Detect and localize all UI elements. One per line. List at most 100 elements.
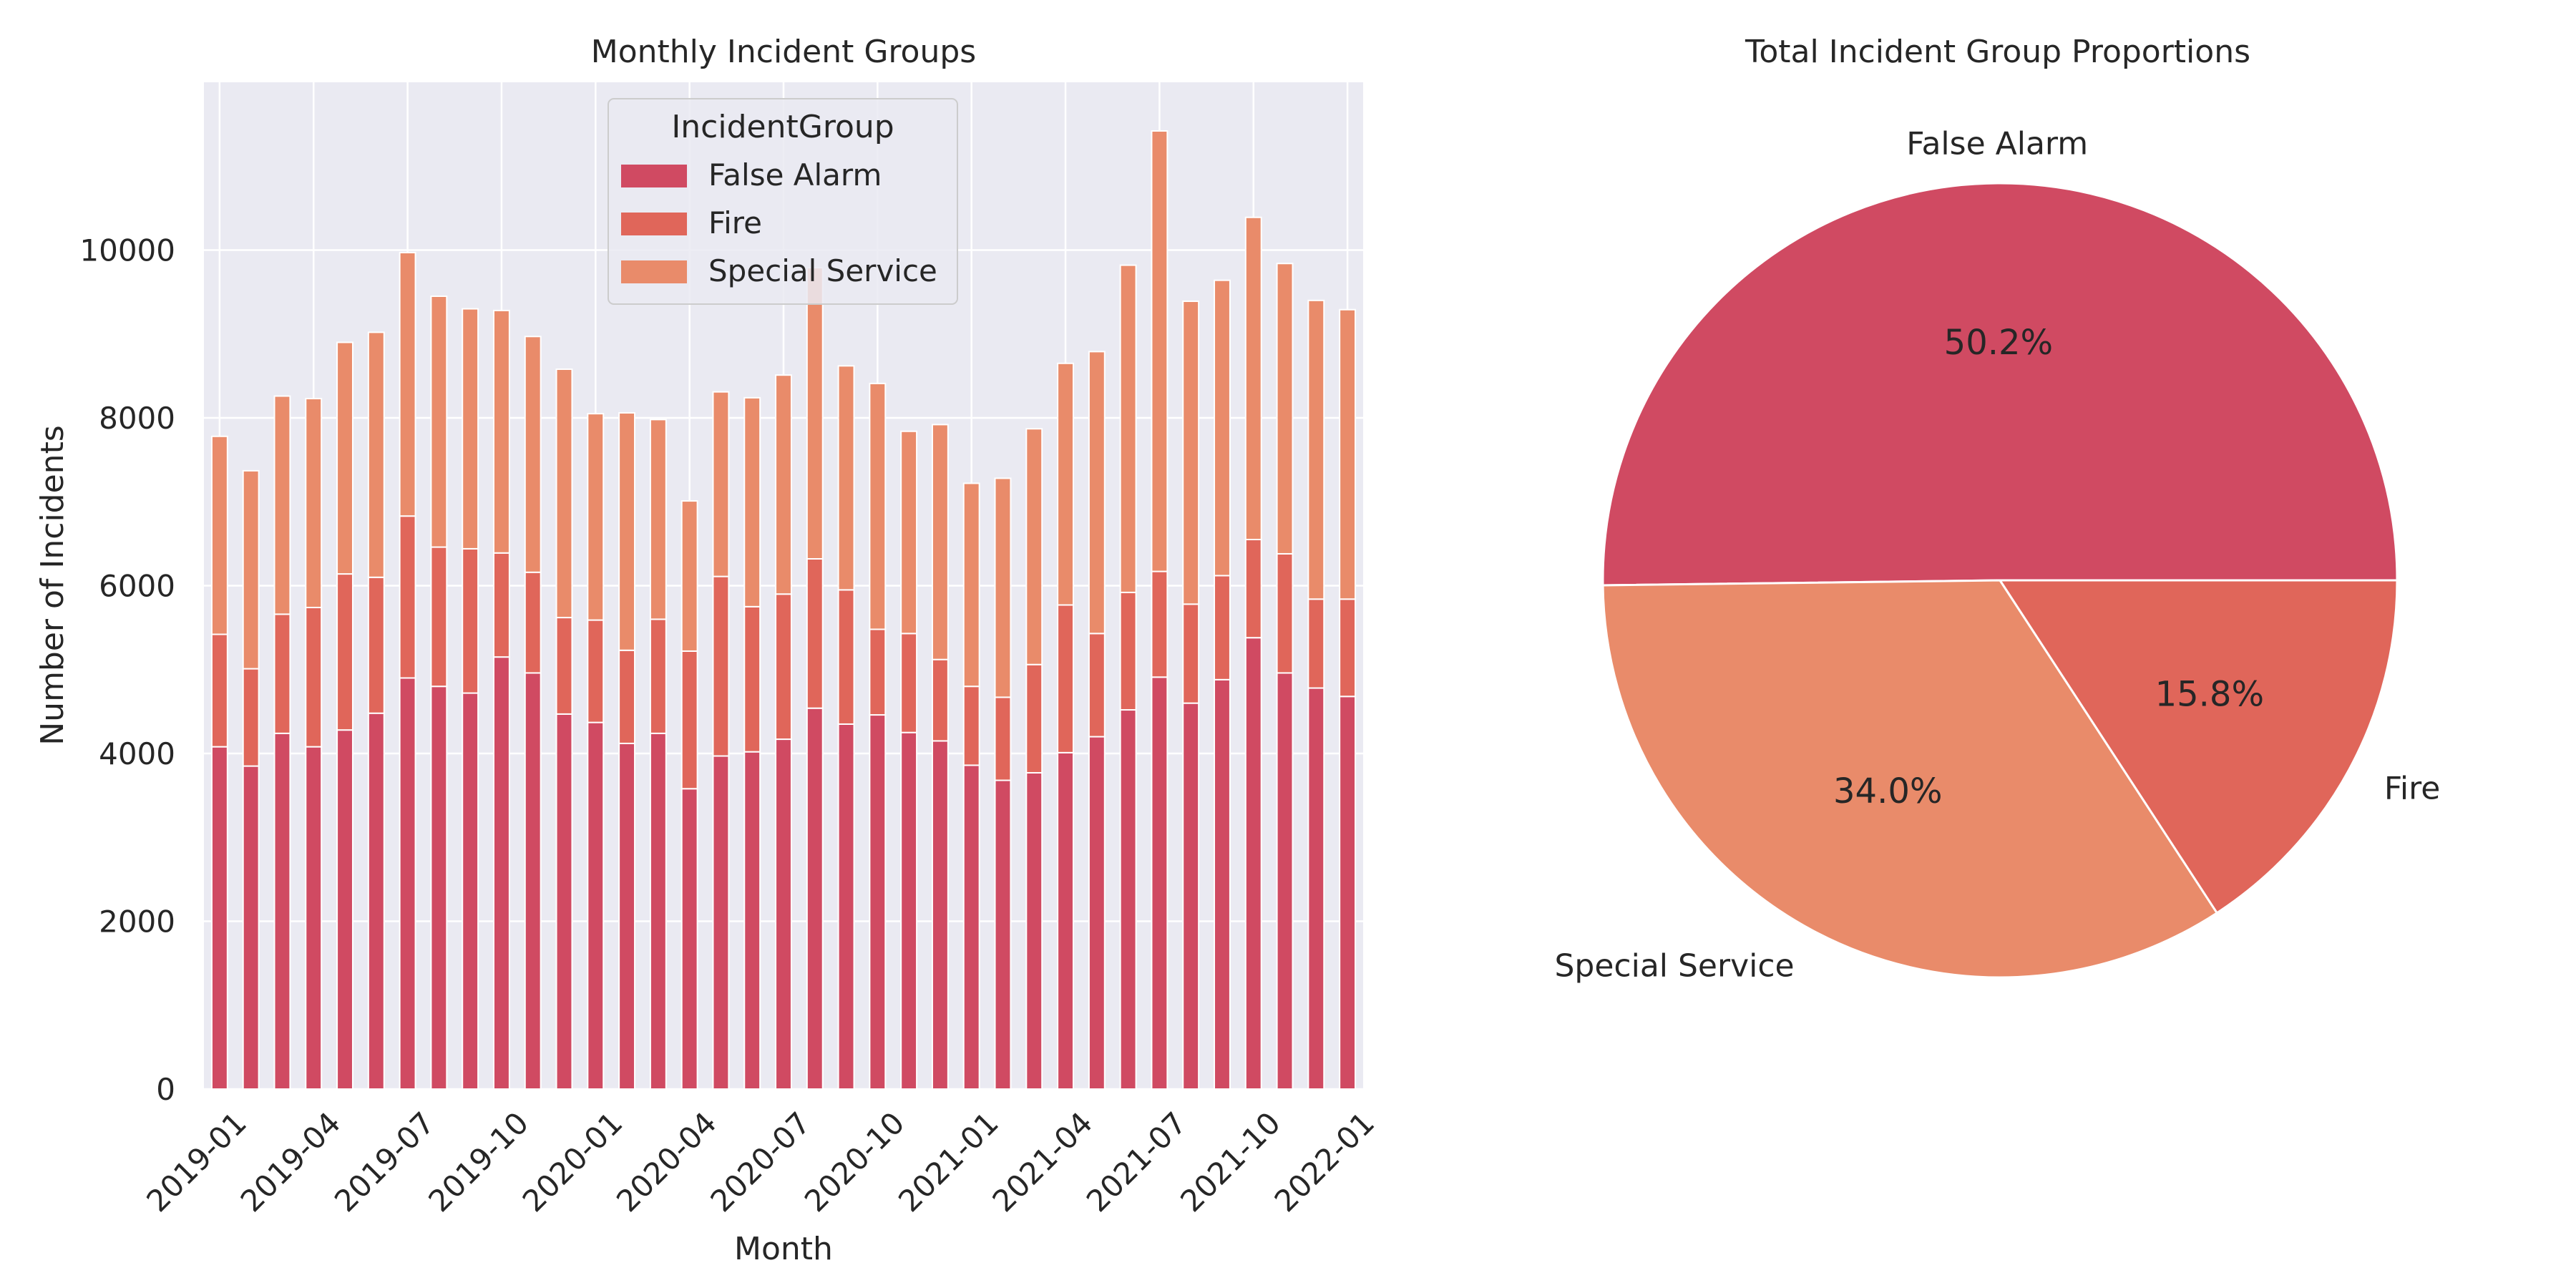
x-tick-label: 2022-01 bbox=[1267, 1105, 1381, 1219]
legend-swatch bbox=[621, 213, 687, 235]
bar-segment-false-alarm bbox=[1025, 771, 1043, 1091]
pie-percent-label: 50.2% bbox=[1944, 323, 2053, 363]
bar-segment-fire bbox=[273, 613, 291, 734]
bar-segment-fire bbox=[1151, 570, 1169, 678]
legend-label: Fire bbox=[708, 205, 762, 240]
bar-segment-special-service bbox=[1088, 351, 1106, 635]
y-tick-label: 10000 bbox=[79, 233, 175, 268]
bar-segment-false-alarm bbox=[1244, 637, 1262, 1090]
x-tick-label: 2021-01 bbox=[892, 1105, 1005, 1219]
bar-segment-false-alarm bbox=[743, 751, 761, 1091]
bar-segment-false-alarm bbox=[210, 746, 228, 1090]
bar-segment-fire bbox=[618, 649, 636, 744]
x-tick-label: 2019-01 bbox=[140, 1105, 253, 1219]
bar-segment-special-service bbox=[1244, 216, 1262, 541]
bar-segment-special-service bbox=[524, 336, 542, 573]
bar-segment-fire bbox=[1182, 603, 1200, 704]
legend-title: IncidentGroup bbox=[671, 109, 894, 145]
bar-segment-fire bbox=[493, 552, 510, 658]
bar-segment-false-alarm bbox=[555, 713, 573, 1090]
bar-segment-special-service bbox=[305, 398, 323, 608]
pie-slices bbox=[1601, 182, 2399, 979]
bar-segment-false-alarm bbox=[273, 732, 291, 1090]
y-tick-label: 2000 bbox=[99, 904, 175, 940]
bar-segment-false-alarm bbox=[775, 738, 792, 1090]
bar-segment-false-alarm bbox=[1214, 678, 1231, 1090]
bar-segment-fire bbox=[869, 628, 887, 716]
bar-segment-special-service bbox=[587, 413, 605, 621]
bar-segment-false-alarm bbox=[649, 732, 667, 1090]
bar-segment-fire bbox=[1057, 604, 1075, 753]
bar-segment-fire bbox=[806, 557, 824, 709]
bar-segment-special-service bbox=[962, 482, 980, 688]
x-axis-label: Month bbox=[734, 1231, 833, 1267]
bar-segment-special-service bbox=[806, 267, 824, 560]
bar-segment-false-alarm bbox=[869, 714, 887, 1090]
bar-segment-special-service bbox=[242, 469, 260, 670]
bar-segment-special-service bbox=[618, 411, 636, 651]
bar-segment-special-service bbox=[1119, 264, 1137, 593]
bar-segment-special-service bbox=[430, 295, 448, 548]
bar-segment-false-alarm bbox=[680, 788, 698, 1090]
bar-segment-false-alarm bbox=[1307, 687, 1325, 1090]
bar-segment-false-alarm bbox=[430, 686, 448, 1090]
x-tick-label: 2020-04 bbox=[610, 1105, 723, 1219]
pie-slice-label: False Alarm bbox=[1906, 126, 2088, 162]
bar-segment-false-alarm bbox=[962, 764, 980, 1091]
y-tick-label: 4000 bbox=[99, 736, 175, 771]
bar-segment-fire bbox=[430, 546, 448, 688]
bar-segment-false-alarm bbox=[1339, 696, 1357, 1090]
x-tick-label: 2021-10 bbox=[1174, 1105, 1287, 1219]
bar-segment-fire bbox=[743, 605, 761, 753]
legend-swatch bbox=[621, 165, 687, 187]
bar-segment-special-service bbox=[712, 391, 730, 577]
bar-segment-false-alarm bbox=[242, 765, 260, 1091]
bar-segment-fire bbox=[524, 571, 542, 674]
bar-segment-false-alarm bbox=[806, 707, 824, 1090]
legend-swatch bbox=[621, 260, 687, 283]
bar-segment-fire bbox=[962, 686, 980, 766]
bar-segment-false-alarm bbox=[305, 746, 323, 1090]
pie-slice-label: Special Service bbox=[1554, 948, 1794, 985]
legend-label: False Alarm bbox=[708, 157, 882, 192]
bar-segment-false-alarm bbox=[994, 779, 1012, 1091]
bar-segment-fire bbox=[305, 606, 323, 748]
bar-segment-special-service bbox=[1214, 279, 1231, 577]
bar-segment-special-service bbox=[367, 331, 385, 578]
bar-segment-false-alarm bbox=[712, 755, 730, 1090]
bar-segment-fire bbox=[1088, 633, 1106, 738]
bar-segment-false-alarm bbox=[462, 692, 479, 1090]
pie-title: Total Incident Group Proportions bbox=[1745, 34, 2250, 70]
legend: IncidentGroup False Alarm Fire Special Ser… bbox=[608, 98, 958, 305]
pie-slice-fire bbox=[1998, 579, 2399, 914]
y-tick-label: 0 bbox=[156, 1072, 175, 1107]
bar-segment-fire bbox=[837, 589, 855, 725]
bar-segment-fire bbox=[367, 576, 385, 714]
pie-percent-label: 34.0% bbox=[1833, 771, 1942, 811]
bar-segment-false-alarm bbox=[900, 731, 918, 1090]
pie-percent-label: 15.8% bbox=[2155, 675, 2264, 715]
bar-segment-special-service bbox=[900, 430, 918, 635]
bar-segment-special-service bbox=[649, 419, 667, 620]
bar-segment-fire bbox=[1307, 598, 1325, 689]
pie-slice-special-service bbox=[1601, 579, 2219, 979]
bar-segment-fire bbox=[1025, 663, 1043, 774]
bar-segment-false-alarm bbox=[399, 677, 416, 1090]
bar-segment-special-service bbox=[462, 308, 479, 550]
y-tick-label: 6000 bbox=[99, 569, 175, 604]
bar-segment-special-service bbox=[555, 368, 573, 619]
bar-segment-fire bbox=[1214, 575, 1231, 680]
bar-segment-special-service bbox=[273, 395, 291, 615]
bar-segment-special-service bbox=[1339, 308, 1357, 600]
bar-segment-special-service bbox=[994, 477, 1012, 698]
bar-segment-false-alarm bbox=[1088, 736, 1106, 1091]
x-tick-label: 2019-04 bbox=[234, 1105, 348, 1219]
bar-segment-special-service bbox=[1151, 130, 1169, 572]
bar-segment-special-service bbox=[743, 396, 761, 608]
x-tick-labels: 2019-012019-042019-072019-102020-012020-… bbox=[140, 1105, 1381, 1219]
bar-segment-special-service bbox=[1307, 299, 1325, 600]
bar-segment-false-alarm bbox=[1057, 751, 1075, 1090]
x-tick-label: 2019-10 bbox=[421, 1105, 535, 1219]
bar-segment-fire bbox=[336, 573, 353, 731]
bar-segment-fire bbox=[555, 617, 573, 715]
